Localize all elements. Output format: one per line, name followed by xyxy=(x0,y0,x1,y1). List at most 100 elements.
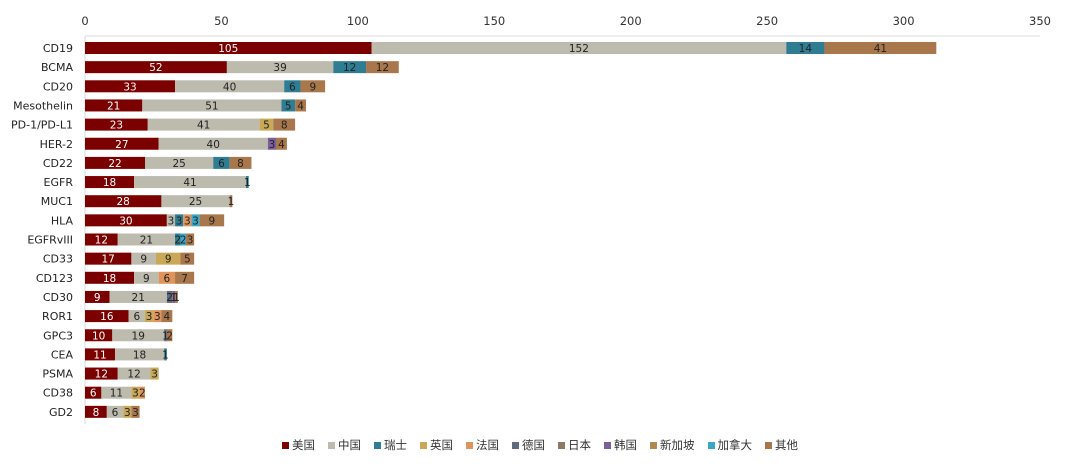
legend-swatch xyxy=(374,441,381,449)
bar-segment xyxy=(213,156,230,169)
data-label: 12 xyxy=(376,62,389,74)
data-label: 7 xyxy=(181,273,188,285)
data-label: 16 xyxy=(100,311,114,323)
bar-segment xyxy=(85,310,129,323)
legend-swatch xyxy=(420,441,427,449)
bar-segment xyxy=(85,386,102,399)
bar-segment xyxy=(117,367,151,380)
data-label: 2 xyxy=(174,235,181,247)
legend-label: 新加坡 xyxy=(660,438,695,452)
category-label: MUC1 xyxy=(41,195,73,208)
legend-item: 其他 xyxy=(765,437,798,453)
bar-segment xyxy=(85,99,143,112)
data-label: 18 xyxy=(103,273,116,285)
data-label: 3 xyxy=(269,139,276,151)
data-label: 1 xyxy=(170,292,177,304)
legend-item: 法国 xyxy=(466,437,499,453)
category-label: CD30 xyxy=(43,291,73,304)
legend-item: 日本 xyxy=(558,437,591,453)
category-label: CD19 xyxy=(43,42,73,55)
data-label: 9 xyxy=(140,254,147,266)
x-tick-label: 0 xyxy=(81,14,88,28)
legend-item: 美国 xyxy=(282,437,315,453)
data-label: 3 xyxy=(151,369,158,381)
bar-segment xyxy=(85,348,116,361)
bar-segment xyxy=(85,118,148,131)
data-label: 18 xyxy=(133,349,146,361)
category-label: CD38 xyxy=(43,387,73,400)
bar-segment xyxy=(333,61,367,74)
bar-segment xyxy=(85,214,167,227)
data-label: 2 xyxy=(139,388,146,400)
data-label: 30 xyxy=(119,215,132,227)
legend: 美国 中国 瑞士 英国 法国 德国 日本 韩国 新加坡 加拿大 其他 xyxy=(0,437,1080,453)
bar-segment xyxy=(85,195,162,208)
data-label: 8 xyxy=(281,120,288,132)
bar-segment xyxy=(131,252,156,265)
bar-segment xyxy=(85,137,159,150)
bar-segment xyxy=(164,348,167,361)
bar-segment xyxy=(366,61,399,74)
bar-segment xyxy=(145,310,154,323)
x-tick-label: 300 xyxy=(893,14,915,28)
data-label: 9 xyxy=(165,254,172,266)
data-label: 39 xyxy=(273,62,286,74)
legend-label: 英国 xyxy=(430,438,453,452)
bar-segment xyxy=(175,80,285,93)
legend-label: 美国 xyxy=(292,438,315,452)
bar-segment xyxy=(155,252,181,265)
bar-segment xyxy=(175,214,184,227)
category-label: CD33 xyxy=(43,253,73,266)
legend-item: 德国 xyxy=(512,437,545,453)
data-label: 5 xyxy=(285,100,292,112)
data-label: 3 xyxy=(132,388,139,400)
category-label: EGFR xyxy=(44,176,74,189)
legend-label: 加拿大 xyxy=(717,438,753,452)
data-label: 41 xyxy=(197,120,210,132)
data-label: 5 xyxy=(263,120,270,132)
bar-segment xyxy=(85,156,146,169)
data-label: 1 xyxy=(228,196,235,208)
bar-segment xyxy=(229,195,233,208)
data-label: 1 xyxy=(244,177,251,189)
bar-segment xyxy=(85,290,110,303)
data-label: 12 xyxy=(127,369,140,381)
legend-swatch xyxy=(466,441,473,449)
data-label: 3 xyxy=(176,215,183,227)
data-label: 41 xyxy=(874,43,887,55)
bar-segment xyxy=(85,233,118,246)
data-label: 51 xyxy=(205,100,218,112)
data-label: 8 xyxy=(237,158,244,170)
data-label: 21 xyxy=(132,292,145,304)
legend-item: 加拿大 xyxy=(707,437,753,453)
bar-segment xyxy=(166,329,173,342)
bar-segment xyxy=(106,405,124,418)
bar-segment xyxy=(115,348,165,361)
data-label: 6 xyxy=(112,407,119,419)
bar-segment xyxy=(150,367,159,380)
data-label: 3 xyxy=(146,311,153,323)
data-label: 23 xyxy=(110,120,123,132)
bar-segment xyxy=(139,386,146,399)
bar-segment xyxy=(85,367,118,380)
data-label: 5 xyxy=(184,254,191,266)
bar-segment xyxy=(147,118,260,131)
bar-segment xyxy=(226,61,334,74)
bar-segment xyxy=(153,310,162,323)
legend-label: 日本 xyxy=(568,438,591,452)
legend-label: 法国 xyxy=(476,438,499,452)
data-label: 9 xyxy=(143,273,150,285)
x-tick-label: 200 xyxy=(620,14,642,28)
data-label: 40 xyxy=(223,81,236,93)
category-label: EGFRvIII xyxy=(27,234,73,247)
bar-segment xyxy=(164,329,167,342)
data-label: 9 xyxy=(309,81,316,93)
bar-segment xyxy=(158,271,176,284)
bar-segment xyxy=(180,252,195,265)
data-label: 2 xyxy=(180,235,187,247)
bar-segment xyxy=(259,118,274,131)
data-label: 4 xyxy=(297,100,304,112)
legend-swatch xyxy=(558,441,565,449)
